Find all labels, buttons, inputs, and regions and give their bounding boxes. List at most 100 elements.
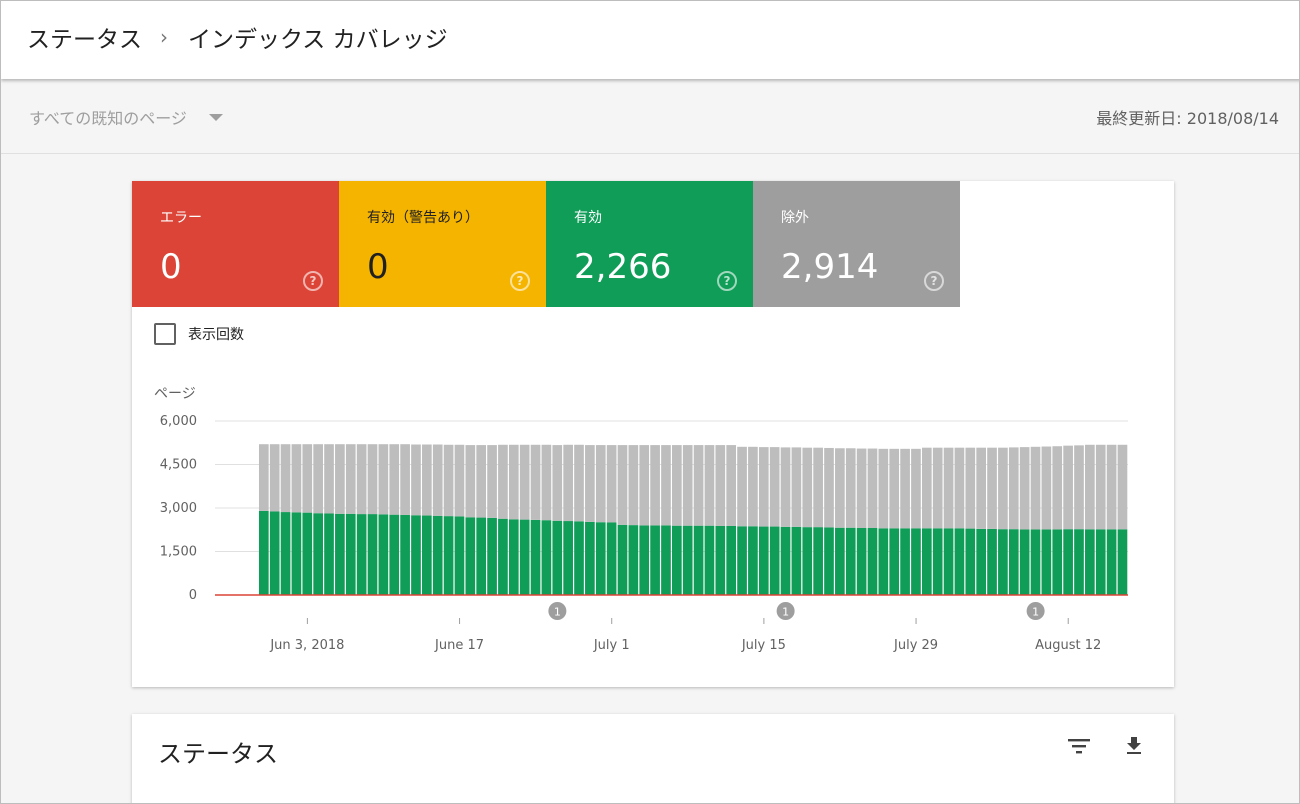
help-icon[interactable]: ?	[303, 271, 323, 291]
excluded-bar	[704, 445, 715, 526]
valid-bar	[704, 525, 715, 595]
x-tick-label: July 1	[593, 638, 630, 653]
excluded-bar	[498, 444, 508, 519]
error-tile[interactable]: エラー 0 ?	[132, 181, 339, 307]
valid-bar	[682, 525, 693, 595]
annotation-badge	[1026, 602, 1045, 620]
breadcrumb-status-link[interactable]: ステータス	[27, 27, 142, 53]
valid-bar	[845, 527, 856, 595]
excluded-bar	[378, 444, 389, 515]
valid-with-warnings-tile[interactable]: 有効（警告あり） 0 ?	[339, 181, 546, 307]
excluded-bar	[889, 448, 900, 529]
excluded-bar	[1008, 447, 1019, 530]
annotation-label: 1	[554, 606, 561, 619]
excluded-bar	[791, 447, 802, 527]
excluded-bar	[1030, 446, 1041, 530]
valid-bar	[867, 528, 878, 595]
excluded-bar	[1063, 445, 1073, 530]
status-card: ステータス	[132, 714, 1174, 803]
valid-bar	[378, 514, 389, 595]
help-icon[interactable]: ?	[924, 271, 944, 291]
valid-bar	[530, 519, 541, 595]
excluded-bar	[617, 445, 628, 525]
annotation-marker[interactable]: 1	[548, 602, 567, 620]
annotation-label: 1	[1032, 606, 1039, 619]
excluded-bar	[900, 448, 910, 529]
excluded-bar	[748, 446, 758, 527]
valid-tile[interactable]: 有効 2,266 ?	[546, 181, 753, 307]
valid-bar	[269, 511, 280, 595]
excluded-bar	[856, 448, 867, 529]
bars	[258, 444, 1128, 595]
valid-bar	[672, 525, 682, 595]
excluded-bar	[508, 444, 519, 520]
excluded-tile-count: 2,914	[781, 247, 879, 287]
excluded-bar	[1041, 446, 1052, 530]
annotation-marker[interactable]: 1	[1026, 602, 1045, 620]
excluded-bar	[574, 444, 584, 522]
valid-bar	[1085, 529, 1095, 595]
valid-bar	[726, 525, 737, 595]
valid-bar	[748, 526, 758, 595]
help-icon[interactable]: ?	[717, 271, 737, 291]
excluded-bar	[693, 445, 704, 526]
excluded-bar	[530, 444, 541, 520]
error-tile-label: エラー	[160, 210, 202, 226]
x-tick-label: July 15	[741, 638, 786, 653]
excluded-bar	[650, 445, 660, 526]
valid-bar	[1052, 529, 1063, 595]
valid-bar	[650, 525, 660, 595]
coverage-summary-card: エラー 0 ? 有効（警告あり） 0 ? 有効 2,266 ? 除外 2,914…	[132, 181, 1174, 687]
valid-bar	[280, 512, 291, 595]
valid-bar	[432, 515, 443, 595]
impressions-toggle[interactable]: 表示回数	[154, 323, 244, 345]
status-tiles: エラー 0 ? 有効（警告あり） 0 ? 有効 2,266 ? 除外 2,914…	[132, 181, 960, 307]
excluded-bar	[324, 444, 334, 514]
status-card-title: ステータス	[158, 740, 278, 768]
valid-bar	[422, 515, 432, 595]
valid-tile-label: 有効	[574, 210, 602, 226]
valid-bar	[911, 528, 921, 595]
valid-bar	[389, 514, 400, 595]
valid-bar	[1019, 529, 1030, 595]
valid-bar	[900, 528, 910, 595]
excluded-tile[interactable]: 除外 2,914 ?	[753, 181, 960, 307]
last-updated-text: 最終更新日: 2018/08/14	[1096, 109, 1279, 128]
excluded-tile-label: 除外	[781, 210, 809, 226]
valid-bar	[889, 528, 900, 595]
excluded-bar	[302, 444, 313, 513]
excluded-bar	[998, 447, 1008, 530]
excluded-bar	[411, 444, 421, 516]
filter-icon[interactable]	[1066, 736, 1092, 756]
breadcrumb-separator: ›	[160, 25, 168, 49]
filter-bar: すべての既知のページ 最終更新日: 2018/08/14	[1, 79, 1299, 154]
download-icon[interactable]	[1122, 734, 1146, 758]
valid-bar	[639, 525, 650, 595]
excluded-bar	[552, 445, 563, 521]
excluded-bar	[432, 444, 443, 516]
x-tick-label: June 17	[434, 638, 484, 653]
y-axis-label: ページ	[154, 386, 196, 402]
excluded-bar	[595, 445, 606, 523]
error-tile-count: 0	[160, 247, 182, 287]
excluded-bar	[335, 444, 345, 514]
impressions-checkbox[interactable]	[154, 323, 176, 345]
valid-bar	[487, 517, 497, 595]
valid-bar	[345, 513, 356, 595]
annotation-marker[interactable]: 1	[776, 602, 795, 620]
excluded-bar	[422, 444, 432, 516]
valid-bar	[813, 527, 823, 595]
pages-filter-dropdown[interactable]: すべての既知のページ	[29, 105, 223, 129]
y-tick-label: 6,000	[160, 414, 197, 429]
excluded-bar	[835, 448, 845, 528]
valid-bar	[400, 514, 410, 595]
excluded-bar	[943, 447, 954, 529]
excluded-bar	[367, 444, 378, 515]
excluded-bar	[639, 445, 650, 526]
excluded-bar	[769, 447, 780, 527]
help-icon[interactable]: ?	[510, 271, 530, 291]
valid-bar	[335, 513, 345, 595]
valid-bar	[476, 517, 487, 595]
excluded-bar	[911, 448, 921, 529]
excluded-bar	[541, 444, 552, 521]
